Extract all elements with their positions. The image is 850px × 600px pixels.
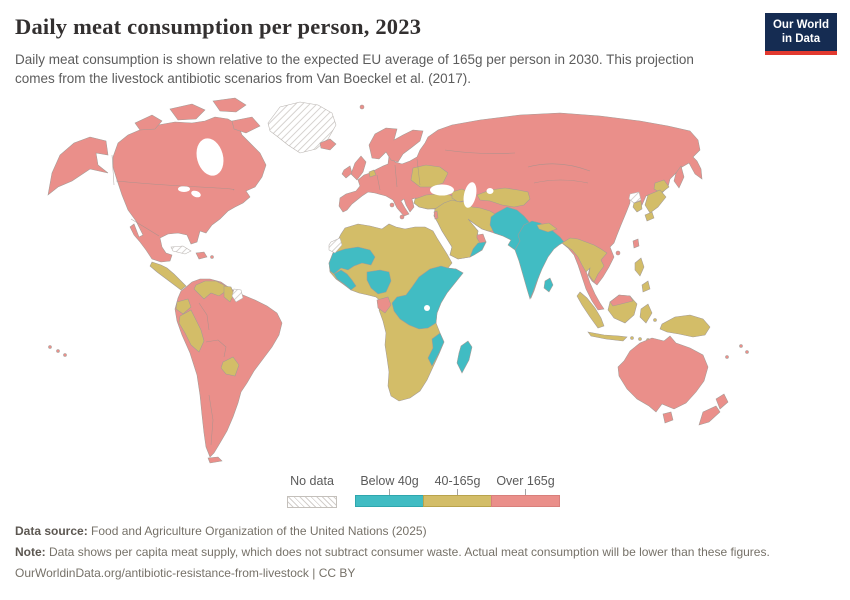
- country-western-sahara[interactable]: [328, 237, 343, 254]
- region-guinea-coast[interactable]: [333, 269, 357, 291]
- border-us-mexico: [130, 218, 160, 237]
- country-peru[interactable]: [178, 309, 205, 353]
- region-east-central-africa[interactable]: [391, 265, 464, 330]
- region-west-africa-sahel[interactable]: [328, 246, 376, 275]
- country-guyana[interactable]: [223, 285, 235, 303]
- border-europe-2: [394, 164, 398, 188]
- country-ukraine[interactable]: [410, 164, 449, 188]
- legend-color-bar: Below 40g 40-165g Over 165g: [355, 474, 560, 507]
- country-papua-new-guinea[interactable]: [659, 314, 711, 338]
- canada-arctic-islands[interactable]: [134, 97, 261, 134]
- country-mozambique[interactable]: [427, 332, 445, 367]
- country-ireland[interactable]: [341, 165, 353, 179]
- hudson-bay: [196, 138, 224, 176]
- country-netherlands[interactable]: [368, 169, 377, 178]
- country-venezuela[interactable]: [193, 280, 227, 300]
- region-myanmar-thailand-laos[interactable]: [561, 237, 608, 283]
- border-china-mongolia: [533, 179, 589, 184]
- country-oman[interactable]: [469, 241, 487, 258]
- country-taiwan[interactable]: [632, 238, 640, 249]
- note-line: Note: Data shows per capita meat supply,…: [15, 545, 770, 559]
- owid-link[interactable]: OurWorldinData.org/antibiotic-resistance…: [15, 566, 309, 580]
- pacific-islands-polynesia[interactable]: [48, 345, 67, 357]
- caspian-sea: [463, 182, 477, 208]
- country-madagascar[interactable]: [456, 340, 473, 374]
- country-nepal[interactable]: [536, 222, 558, 233]
- note-text: Data shows per capita meat supply, which…: [45, 545, 770, 559]
- legend-no-data-label: No data: [290, 474, 334, 488]
- map-legend: No data Below 40g 40-165g Over 165g: [287, 474, 560, 508]
- data-source-text: Food and Agriculture Organization of the…: [87, 524, 427, 538]
- legend-tick: [525, 489, 526, 495]
- border-us-canada: [115, 180, 235, 191]
- country-japan[interactable]: [644, 179, 670, 222]
- border-argentina-chile: [208, 394, 214, 446]
- legend-item-40-165[interactable]: 40-165g: [423, 474, 492, 507]
- border-canada-alaska: [111, 154, 115, 186]
- country-philippines[interactable]: [634, 257, 651, 293]
- country-suriname[interactable]: [231, 288, 244, 303]
- note-label: Note:: [15, 545, 46, 559]
- owid-logo-line2: in Data: [781, 33, 821, 46]
- great-lake-east: [191, 190, 201, 198]
- country-sicily[interactable]: [399, 214, 405, 220]
- owid-logo[interactable]: Our World in Data: [764, 13, 837, 55]
- country-iceland[interactable]: [319, 138, 337, 151]
- border-russia-kazakhstan: [444, 149, 516, 154]
- country-alaska[interactable]: [47, 136, 109, 196]
- country-greenland[interactable]: [267, 101, 337, 154]
- country-gabon[interactable]: [376, 296, 392, 314]
- country-north-korea[interactable]: [628, 191, 642, 204]
- data-source-line: Data source: Food and Agriculture Organi…: [15, 524, 427, 538]
- border-colombia-brazil: [198, 302, 210, 331]
- separator: |: [308, 566, 319, 580]
- world-map: [47, 97, 749, 464]
- legend-item-over-165[interactable]: Over 165g: [491, 474, 560, 507]
- border-russia-china: [527, 163, 591, 172]
- border-europe-3: [416, 158, 421, 186]
- border-europe-1: [376, 174, 381, 191]
- country-svalbard[interactable]: [359, 104, 365, 110]
- chart-subtitle: Daily meat consumption is shown relative…: [15, 52, 694, 87]
- license-link[interactable]: CC BY: [318, 566, 356, 580]
- region-central-america[interactable]: [149, 261, 187, 291]
- legend-no-data[interactable]: No data: [287, 474, 337, 508]
- pacific-islands-melanesia[interactable]: [725, 344, 749, 359]
- legend-tick: [457, 489, 458, 495]
- country-south-korea[interactable]: [632, 200, 643, 213]
- country-australia[interactable]: [617, 335, 709, 413]
- legend-tick: [389, 489, 390, 495]
- country-hispaniola[interactable]: [195, 251, 208, 260]
- lake-victoria: [424, 305, 430, 311]
- legend-no-data-swatch[interactable]: [287, 496, 337, 508]
- country-tierra-del-fuego[interactable]: [207, 456, 223, 464]
- aral-sea: [486, 188, 494, 194]
- country-cuba[interactable]: [170, 245, 192, 255]
- attribution-line: OurWorldinData.org/antibiotic-resistance…: [15, 566, 355, 580]
- country-nigeria[interactable]: [366, 269, 392, 295]
- country-paraguay[interactable]: [220, 356, 240, 377]
- country-sardinia[interactable]: [389, 202, 395, 208]
- border-brazil-bolivia: [205, 339, 227, 358]
- country-new-zealand[interactable]: [698, 393, 729, 426]
- country-tasmania[interactable]: [662, 411, 674, 424]
- region-scandinavia[interactable]: [368, 127, 424, 163]
- owid-logo-line1: Our World: [772, 19, 829, 31]
- legend-item-below-40[interactable]: Below 40g: [355, 474, 424, 507]
- country-puerto-rico[interactable]: [210, 255, 214, 259]
- data-source-label: Data source:: [15, 524, 88, 538]
- country-hainan[interactable]: [615, 250, 621, 256]
- country-sri-lanka[interactable]: [543, 277, 554, 293]
- page-title: Daily meat consumption per person, 2023: [15, 14, 422, 39]
- country-ecuador[interactable]: [175, 298, 192, 315]
- country-malaysia-borneo[interactable]: [609, 294, 634, 307]
- black-sea: [430, 184, 454, 196]
- great-lake-west: [178, 186, 190, 192]
- country-israel[interactable]: [433, 210, 439, 220]
- country-sakhalin[interactable]: [673, 165, 685, 189]
